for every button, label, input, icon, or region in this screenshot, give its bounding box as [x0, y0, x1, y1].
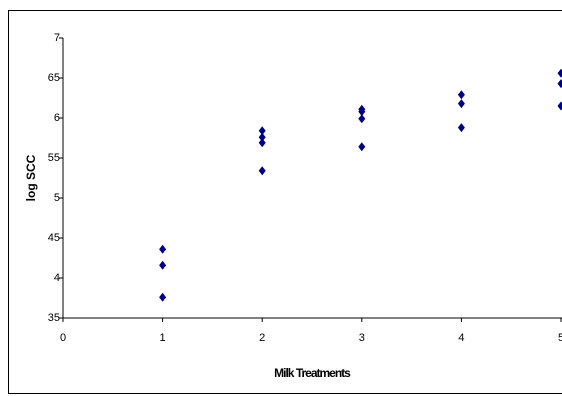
y-tick-label: 35	[48, 312, 60, 324]
x-tick-label: 5	[558, 332, 562, 344]
point	[159, 260, 167, 270]
point	[557, 68, 562, 78]
point	[358, 142, 366, 152]
point	[457, 99, 465, 109]
chart-frame	[8, 10, 562, 394]
x-tick-label: 0	[60, 332, 66, 344]
point	[358, 107, 366, 117]
y-axis-title: log SCC	[24, 154, 38, 201]
y-tick-label: 5	[54, 192, 60, 204]
point	[557, 79, 562, 89]
x-tick-label: 2	[259, 332, 265, 344]
point	[557, 101, 562, 111]
point	[358, 114, 366, 124]
point	[258, 126, 266, 136]
point	[159, 292, 167, 302]
y-tick-label: 7	[54, 32, 60, 44]
point	[457, 90, 465, 100]
x-tick-label: 4	[458, 332, 464, 344]
point	[258, 166, 266, 176]
point	[258, 132, 266, 142]
y-tick-label: 6	[54, 112, 60, 124]
y-tick-label: 4	[54, 272, 60, 284]
point	[258, 138, 266, 148]
x-axis-title: Milk Treatments	[274, 366, 351, 380]
point	[159, 244, 167, 254]
y-tick-label: 45	[48, 232, 60, 244]
point	[457, 123, 465, 133]
x-tick-label: 1	[160, 332, 166, 344]
y-tick-label: 55	[48, 152, 60, 164]
y-tick-label: 65	[48, 72, 60, 84]
x-tick-label: 3	[359, 332, 365, 344]
